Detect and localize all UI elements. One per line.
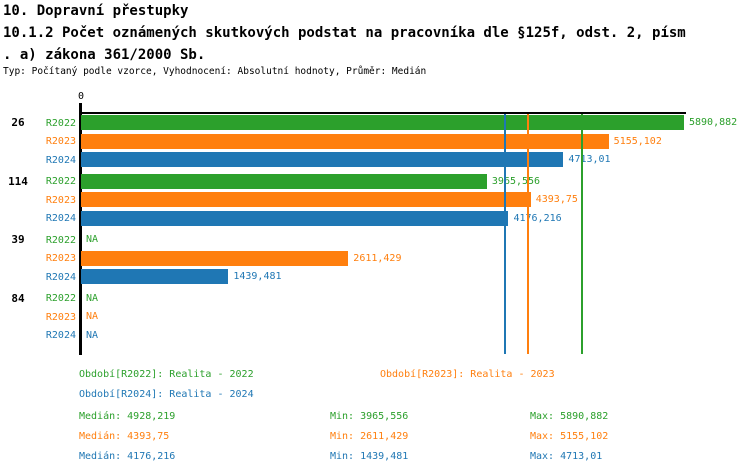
bar-R2024-group-114 — [81, 210, 509, 226]
legend-item-R2023: Období[R2023]: Realita - 2023 — [380, 369, 555, 380]
page-subtitle-line-1: 10.1.2 Počet oznámených skutkových podst… — [3, 25, 686, 41]
bar-R2023-group-26 — [81, 133, 609, 149]
y-axis-line — [79, 103, 82, 355]
bar-R2024-group-39 — [81, 269, 229, 284]
bar-na-label-R2022-group-39: NA — [86, 234, 99, 245]
bar-R2023-group-114 — [81, 192, 531, 207]
series-label-R2024: R2024 — [45, 330, 76, 341]
bar-value-label-R2023-group-39: 2611,429 — [353, 252, 402, 264]
bar-value-label-R2023-group-114: 4393,75 — [535, 194, 578, 205]
bar-na-label-R2023-group-84: NA — [86, 311, 99, 322]
stat-max-R2023: Max: 5155,102 — [530, 431, 609, 442]
series-label-R2023: R2023 — [45, 311, 76, 323]
series-label-R2024: R2024 — [45, 154, 76, 166]
series-label-R2022: R2022 — [45, 234, 76, 246]
bar-R2024-group-26 — [81, 152, 564, 167]
legend-item-R2022: Období[R2022]: Realita - 2022 — [79, 369, 254, 380]
page-title: 10. Dopravní přestupky — [3, 3, 189, 19]
series-label-R2024: R2024 — [45, 271, 76, 283]
stat-max-R2022: Max: 5890,882 — [530, 411, 609, 422]
legend-item-R2024: Období[R2024]: Realita - 2024 — [79, 389, 254, 400]
median-line-R2023 — [526, 114, 529, 354]
bar-R2022-group-114 — [81, 173, 487, 189]
series-label-R2023: R2023 — [45, 136, 76, 147]
stat-min-R2022: Min: 3965,556 — [330, 411, 409, 422]
bar-value-label-R2024-group-114: 4176,216 — [513, 212, 562, 224]
series-label-R2024: R2024 — [45, 213, 76, 224]
bar-na-label-R2024-group-84: NA — [86, 329, 99, 341]
bar-value-label-R2022-group-114: 3965,556 — [491, 175, 541, 187]
series-label-R2023: R2023 — [45, 194, 76, 206]
stat-max-R2024: Max: 4713,01 — [530, 451, 603, 462]
median-line-R2022 — [581, 114, 584, 354]
bar-value-label-R2022-group-26: 5890,882 — [689, 117, 738, 128]
page-subtitle-line-2: . a) zákona 361/2000 Sb. — [3, 47, 206, 63]
bar-na-label-R2022-group-84: NA — [86, 292, 99, 304]
chart-meta-info: Typ: Počítaný podle vzorce, Vyhodnocení:… — [3, 66, 427, 77]
stat-min-R2023: Min: 2611,429 — [330, 431, 409, 442]
bar-R2022-group-26 — [81, 115, 684, 130]
bar-value-label-R2024-group-39: 1439,481 — [233, 271, 282, 282]
bar-value-label-R2024-group-26: 4713,01 — [568, 154, 611, 165]
bar-R2023-group-39 — [81, 250, 349, 266]
median-line-R2024 — [504, 114, 507, 354]
stat-min-R2024: Min: 1439,481 — [330, 451, 409, 462]
x-axis-line — [81, 112, 686, 114]
stat-median-R2022: Medián: 4928,219 — [79, 411, 176, 422]
series-label-R2022: R2022 — [45, 176, 76, 187]
series-label-R2022: R2022 — [45, 293, 76, 304]
series-label-R2023: R2023 — [45, 253, 76, 264]
group-label-84: 84 — [11, 291, 25, 305]
group-label-26: 26 — [11, 116, 25, 129]
stat-median-R2024: Medián: 4176,216 — [79, 451, 176, 462]
group-label-114: 114 — [8, 174, 28, 188]
stat-median-R2023: Medián: 4393,75 — [79, 431, 170, 442]
group-label-39: 39 — [11, 233, 25, 246]
series-label-R2022: R2022 — [45, 117, 76, 129]
x-axis-origin-label: 0 — [77, 91, 85, 102]
bar-value-label-R2023-group-26: 5155,102 — [613, 135, 662, 147]
